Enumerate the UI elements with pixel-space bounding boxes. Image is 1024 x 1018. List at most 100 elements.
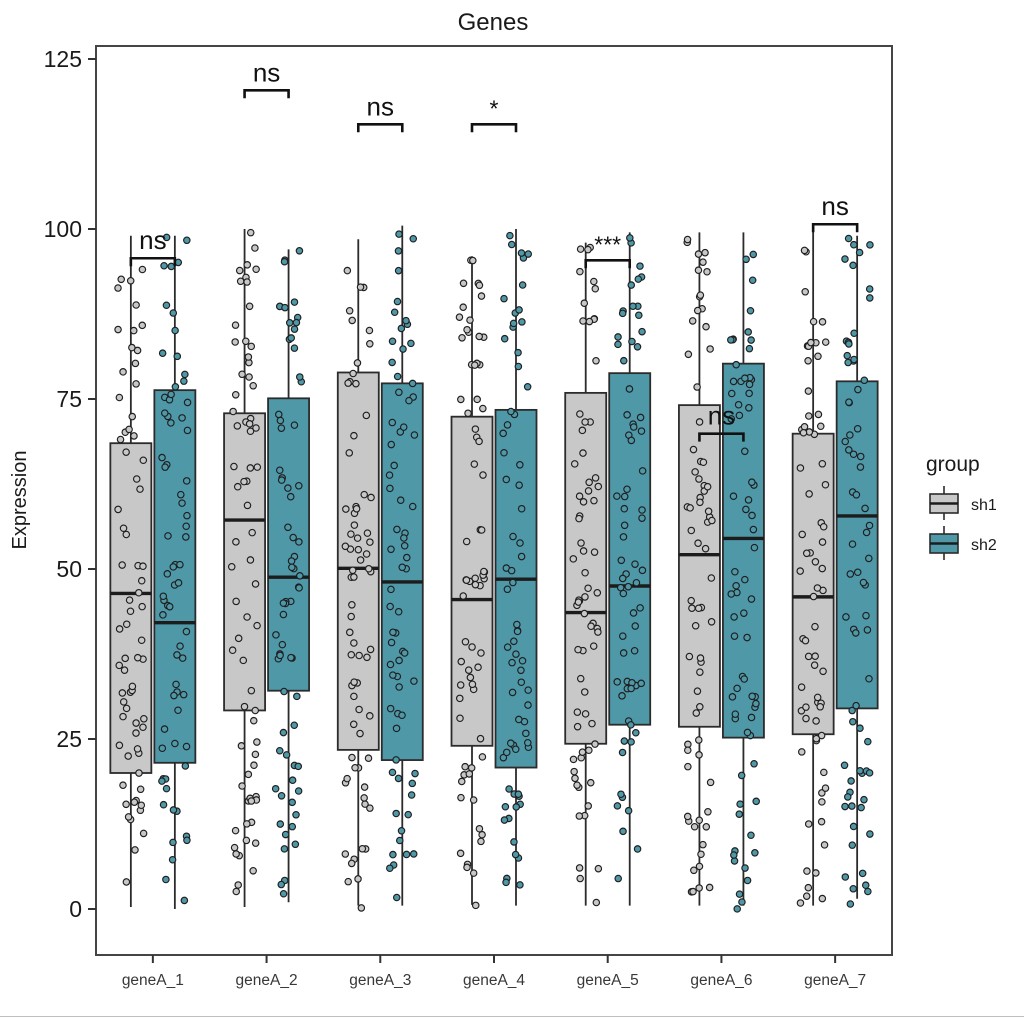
jitter-point (295, 538, 303, 546)
jitter-point (576, 410, 584, 418)
jitter-point (865, 769, 874, 777)
jitter-point (508, 658, 516, 667)
jitter-point (164, 532, 172, 540)
jitter-point (176, 642, 184, 650)
jitter-point (689, 445, 698, 454)
jitter-point (172, 680, 180, 689)
jitter-point (575, 514, 583, 523)
jitter-point (594, 628, 602, 636)
jitter-point (388, 358, 396, 367)
jitter-point (865, 521, 874, 530)
jitter-point (386, 660, 395, 669)
jitter-point (119, 368, 127, 376)
jitter-point (614, 340, 622, 349)
jitter-point (818, 538, 827, 546)
jitter-point (347, 612, 355, 621)
jitter-point (253, 621, 261, 630)
jitter-point (276, 820, 285, 828)
jitter-point (165, 602, 174, 611)
jitter-point (347, 530, 355, 538)
jitter-point (398, 563, 407, 572)
jitter-point (802, 703, 810, 711)
jitter-point (275, 746, 284, 755)
jitter-point (240, 702, 249, 711)
jitter-point (168, 855, 177, 864)
jitter-point (578, 748, 587, 756)
jitter-point (295, 481, 303, 490)
jitter-point (354, 875, 362, 883)
jitter-point (620, 521, 629, 530)
jitter-point (849, 261, 857, 270)
jitter-point (683, 812, 692, 821)
jitter-point (846, 900, 855, 908)
jitter-point (738, 898, 746, 906)
jitter-point (818, 798, 826, 806)
jitter-point (812, 734, 821, 743)
jitter-point (138, 321, 147, 330)
jitter-point (277, 476, 286, 484)
jitter-point (850, 329, 858, 338)
jitter-point (466, 673, 475, 682)
jitter-point (818, 789, 826, 797)
jitter-point (253, 738, 261, 746)
jitter-point (818, 318, 827, 326)
jitter-point (160, 409, 169, 417)
jitter-point (139, 562, 147, 570)
jitter-point (167, 390, 175, 399)
jitter-point (358, 845, 367, 853)
jitter-point (861, 504, 869, 513)
box-sh2-geneA_3 (380, 382, 424, 761)
jitter-point (294, 787, 303, 795)
jitter-point (846, 570, 855, 578)
jitter-point (849, 450, 858, 458)
y-tick-label: 100 (44, 216, 82, 242)
jitter-point (730, 632, 739, 640)
jitter-point (580, 688, 589, 696)
jitter-point (844, 234, 853, 243)
jitter-point (140, 714, 148, 723)
jitter-point (355, 705, 363, 714)
jitter-point (730, 851, 738, 859)
x-tick-label: geneA_2 (236, 972, 298, 989)
x-tick-label: geneA_1 (122, 972, 184, 989)
jitter-point (366, 340, 374, 348)
jitter-point (818, 894, 827, 903)
jitter-point (457, 657, 466, 666)
jitter-point (740, 675, 749, 683)
jitter-point (821, 784, 830, 792)
jitter-point (805, 412, 813, 420)
jitter-point (590, 496, 598, 505)
jitter-point (294, 762, 303, 771)
jitter-point (124, 752, 132, 760)
significance-bracket (129, 256, 177, 267)
jitter-point (731, 567, 739, 576)
jitter-point (159, 611, 167, 619)
jitter-point (284, 484, 292, 492)
jitter-point (819, 522, 828, 531)
jitter-point (394, 607, 403, 616)
jitter-point (584, 584, 592, 592)
jitter-point (277, 424, 286, 432)
jitter-point (865, 554, 873, 563)
jitter-point (743, 876, 752, 885)
jitter-point (517, 552, 526, 561)
jitter-point (348, 753, 356, 762)
jitter-point (804, 357, 812, 365)
jitter-point (288, 563, 296, 572)
jitter-point (242, 836, 251, 845)
jitter-point (251, 750, 260, 759)
jitter-point (817, 731, 826, 740)
jitter-point (183, 398, 192, 407)
jitter-point (390, 308, 399, 317)
box-sh2-geneA_1 (153, 389, 197, 764)
jitter-point (344, 877, 352, 886)
jitter-point (159, 592, 168, 600)
jitter-point (571, 774, 579, 783)
jitter-point (365, 326, 374, 335)
jitter-point (847, 777, 855, 785)
jitter-point (752, 797, 760, 806)
jitter-point (510, 838, 518, 846)
jitter-point (513, 627, 522, 636)
jitter-point (247, 342, 256, 351)
jitter-point (745, 389, 753, 398)
